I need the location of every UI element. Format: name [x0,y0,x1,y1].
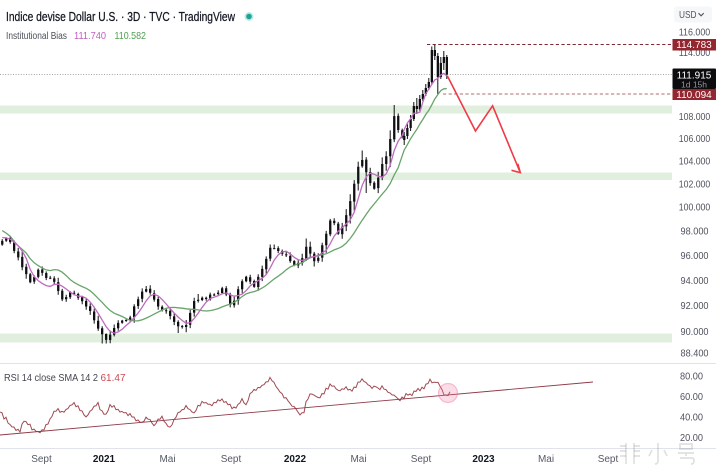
svg-text:Indice devise Dollar U.S. · 3D: Indice devise Dollar U.S. · 3D · TVC · T… [6,9,235,24]
svg-text:114.000: 114.000 [679,48,711,59]
svg-text:110.094: 110.094 [676,90,712,101]
svg-text:111.915: 111.915 [677,71,712,82]
svg-text:Mai: Mai [350,454,366,465]
svg-text:RSI 14 close SMA 14 2: RSI 14 close SMA 14 2 [4,373,98,384]
svg-text:90.000: 90.000 [681,327,709,338]
svg-text:92.000: 92.000 [681,301,709,312]
svg-text:20.00: 20.00 [680,433,703,444]
svg-text:104.000: 104.000 [679,156,711,167]
svg-text:2023: 2023 [472,454,495,465]
svg-text:80.00: 80.00 [680,371,703,382]
svg-text:Sept: Sept [598,454,619,465]
svg-text:1d 15h: 1d 15h [681,80,707,90]
svg-text:100.000: 100.000 [679,203,711,214]
svg-text:40.00: 40.00 [680,412,703,423]
svg-text:102.000: 102.000 [679,179,711,190]
svg-text:60.00: 60.00 [680,392,703,403]
svg-text:88.400: 88.400 [681,348,709,359]
svg-text:98.000: 98.000 [681,227,709,238]
svg-text:2021: 2021 [93,454,116,465]
svg-text:96.000: 96.000 [681,251,709,262]
svg-text:Sept: Sept [411,454,432,465]
svg-text:111.740: 111.740 [74,30,106,42]
svg-text:108.000: 108.000 [679,112,711,123]
svg-text:94.000: 94.000 [681,276,709,287]
svg-text:Mai: Mai [159,454,175,465]
svg-text:106.000: 106.000 [679,134,711,145]
svg-text:61.47: 61.47 [101,373,126,384]
svg-text:Mai: Mai [538,454,554,465]
svg-text:114.783: 114.783 [676,40,712,51]
svg-text:Sept: Sept [31,454,52,465]
svg-text:Sept: Sept [221,454,242,465]
svg-text:2022: 2022 [284,454,307,465]
svg-text:Institutional Bias: Institutional Bias [6,30,67,42]
svg-text:116.000: 116.000 [679,27,711,38]
svg-text:USD: USD [679,10,697,21]
svg-text:110.582: 110.582 [115,30,147,42]
